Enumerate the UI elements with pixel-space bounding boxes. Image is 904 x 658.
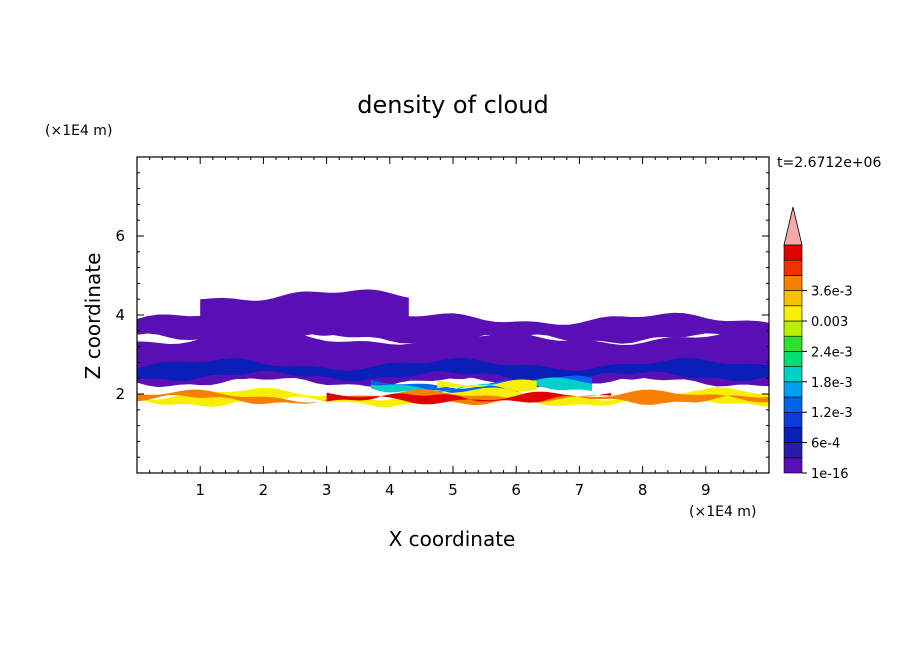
colorbar-swatch [783,381,803,398]
colorbar-label: 3.6e-3 [811,285,853,300]
colorbar-swatch [783,442,803,459]
colorbar-swatch [783,427,803,443]
colorbar-overflow-arrow [783,206,803,246]
chart-title: density of cloud [357,91,548,119]
colorbar-swatch [783,244,803,261]
y-tick-label: 2 [115,385,125,403]
y-tick-label: 4 [115,306,125,324]
cloud-layer [137,357,769,382]
x-tick-label: 1 [195,481,205,499]
x-axis-unit: (×1E4 m) [689,504,756,520]
colorbar-swatch [783,335,803,352]
colorbar-swatch [783,411,803,428]
x-tick-label: 5 [448,481,458,499]
colorbar-swatch [783,259,803,276]
colorbar-swatch [783,366,803,383]
cloud-density-field [137,289,769,408]
colorbar: 1e-16 6e-4 1.2e-3 1.8e-3 2.4e-3 0.003 3.6e-3 [783,206,853,482]
colorbar-label: 6e-4 [811,437,840,452]
cloud-layer [200,289,409,336]
colorbar-label: 2.4e-3 [811,345,853,360]
time-label: t=2.6712e+06 [777,155,881,171]
colorbar-swatch [783,290,803,307]
y-axis-unit: (×1E4 m) [45,123,112,139]
colorbar-swatch [783,457,803,474]
x-tick-label: 4 [385,481,395,499]
y-axis-label: Z coordinate [81,253,105,380]
colorbar-label: 1.2e-3 [811,406,853,421]
x-tick-label: 8 [638,481,648,499]
x-tick-label: 6 [511,481,521,499]
cloud-layer [437,379,537,392]
colorbar-label: 0.003 [811,315,848,330]
colorbar-swatch [783,351,803,367]
cloud-layer [326,391,611,405]
axis-ticks: 1 2 3 4 5 6 7 8 9 2 4 6 [115,157,769,499]
x-tick-label: 7 [575,481,585,499]
x-tick-label: 2 [259,481,269,499]
colorbar-label: 1e-16 [811,467,849,482]
colorbar-swatch [783,320,803,337]
x-tick-label: 9 [701,481,711,499]
colorbar-label: 1.8e-3 [811,376,853,391]
x-axis-label: X coordinate [389,527,516,551]
colorbar-swatch [783,396,803,413]
x-tick-label: 3 [322,481,332,499]
colorbar-swatch [783,275,803,291]
colorbar-swatch [783,305,803,322]
y-tick-label: 6 [115,227,125,245]
